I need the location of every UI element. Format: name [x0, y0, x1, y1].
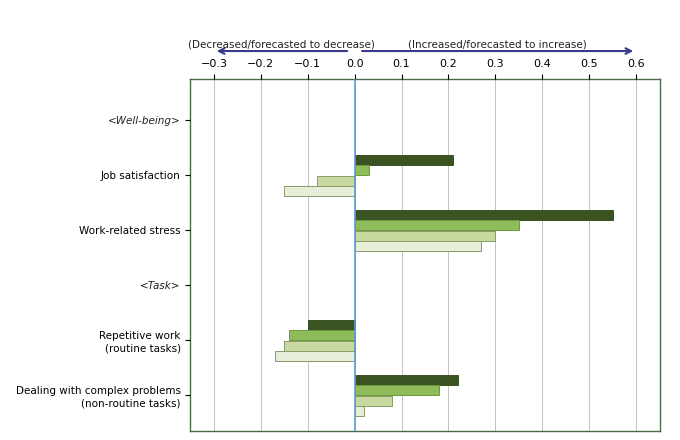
Bar [284, 186, 355, 196]
Bar [317, 176, 355, 186]
Bar [355, 155, 453, 165]
Text: (Increased/forecasted to increase): (Increased/forecasted to increase) [409, 39, 587, 49]
Bar [307, 320, 355, 330]
Bar [355, 220, 519, 230]
Bar [355, 406, 364, 416]
Bar [355, 241, 481, 251]
Bar [355, 375, 458, 385]
Bar [355, 396, 392, 406]
Bar [289, 330, 355, 340]
Bar [355, 210, 613, 220]
Bar [355, 385, 439, 395]
Bar [355, 165, 369, 175]
Bar [275, 351, 355, 361]
Text: (Decreased/forecasted to decrease): (Decreased/forecasted to decrease) [188, 39, 375, 49]
Bar [355, 231, 495, 241]
Bar [284, 341, 355, 351]
